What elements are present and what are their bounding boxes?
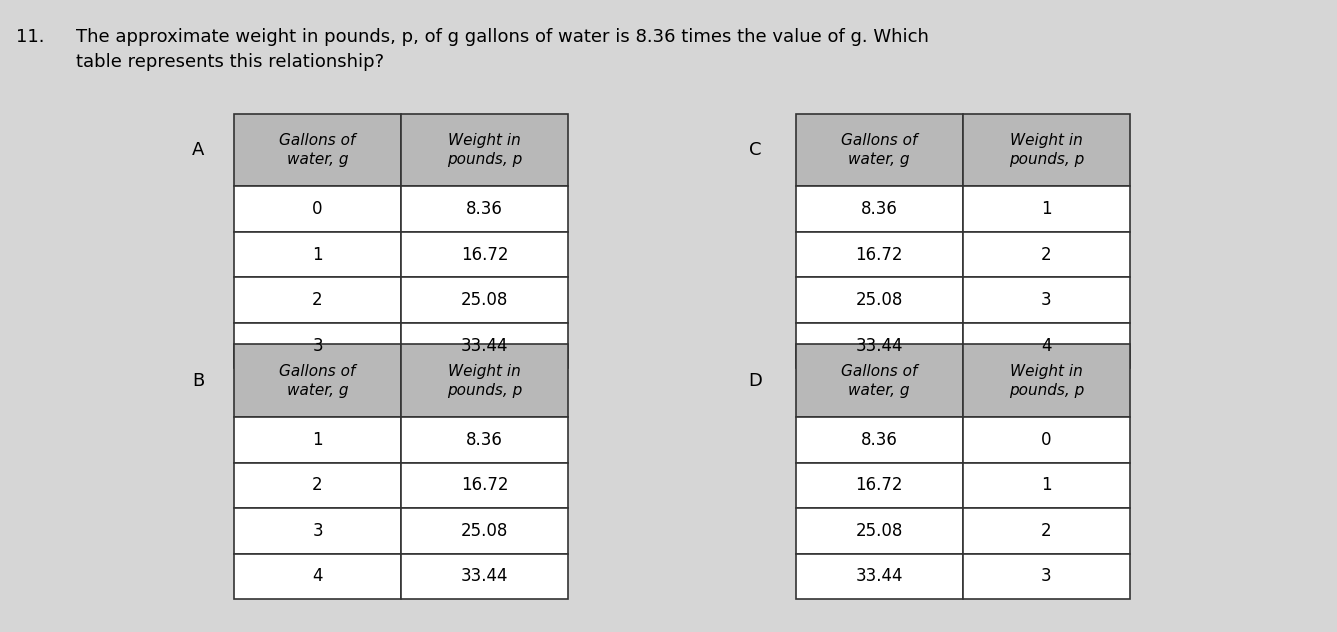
Text: Weight in
pounds, p: Weight in pounds, p bbox=[447, 364, 523, 398]
Bar bbox=[401, 232, 568, 277]
Bar bbox=[796, 344, 963, 417]
Bar bbox=[234, 277, 401, 323]
Text: The approximate weight in pounds, p, of g gallons of water is 8.36 times the val: The approximate weight in pounds, p, of … bbox=[76, 28, 929, 71]
Text: 0: 0 bbox=[1042, 431, 1051, 449]
Text: 3: 3 bbox=[1042, 568, 1051, 585]
Bar bbox=[234, 344, 401, 417]
Text: 3: 3 bbox=[313, 522, 322, 540]
Bar bbox=[401, 277, 568, 323]
Text: 2: 2 bbox=[1042, 246, 1051, 264]
Bar bbox=[963, 277, 1130, 323]
Text: Gallons of
water, g: Gallons of water, g bbox=[279, 133, 356, 167]
Text: 16.72: 16.72 bbox=[856, 477, 902, 494]
Text: 2: 2 bbox=[313, 291, 322, 309]
Bar bbox=[963, 323, 1130, 368]
Text: 4: 4 bbox=[313, 568, 322, 585]
Bar bbox=[796, 554, 963, 599]
Bar bbox=[963, 417, 1130, 463]
Text: 8.36: 8.36 bbox=[467, 200, 503, 218]
Text: 0: 0 bbox=[313, 200, 322, 218]
Text: 1: 1 bbox=[313, 431, 322, 449]
Text: 8.36: 8.36 bbox=[467, 431, 503, 449]
Bar bbox=[796, 323, 963, 368]
Bar bbox=[401, 344, 568, 417]
Text: Gallons of
water, g: Gallons of water, g bbox=[841, 133, 917, 167]
Text: 25.08: 25.08 bbox=[461, 522, 508, 540]
Text: 25.08: 25.08 bbox=[461, 291, 508, 309]
Text: 25.08: 25.08 bbox=[856, 522, 902, 540]
Bar bbox=[234, 114, 401, 186]
Text: 3: 3 bbox=[313, 337, 322, 355]
Bar bbox=[796, 277, 963, 323]
Text: 33.44: 33.44 bbox=[856, 337, 902, 355]
Text: 33.44: 33.44 bbox=[461, 568, 508, 585]
Bar bbox=[234, 554, 401, 599]
Text: 33.44: 33.44 bbox=[461, 337, 508, 355]
Bar bbox=[234, 463, 401, 508]
Bar bbox=[401, 417, 568, 463]
Text: Weight in
pounds, p: Weight in pounds, p bbox=[1008, 364, 1084, 398]
Bar bbox=[401, 323, 568, 368]
Text: Gallons of
water, g: Gallons of water, g bbox=[841, 364, 917, 398]
Bar bbox=[401, 554, 568, 599]
Text: 2: 2 bbox=[1042, 522, 1051, 540]
Text: 8.36: 8.36 bbox=[861, 431, 897, 449]
Text: 25.08: 25.08 bbox=[856, 291, 902, 309]
Text: Weight in
pounds, p: Weight in pounds, p bbox=[1008, 133, 1084, 167]
Bar bbox=[401, 186, 568, 232]
Text: 1: 1 bbox=[1042, 477, 1051, 494]
Bar bbox=[234, 508, 401, 554]
Text: 33.44: 33.44 bbox=[856, 568, 902, 585]
Bar bbox=[234, 323, 401, 368]
Text: 2: 2 bbox=[313, 477, 322, 494]
Bar bbox=[963, 232, 1130, 277]
Bar bbox=[963, 344, 1130, 417]
Text: Weight in
pounds, p: Weight in pounds, p bbox=[447, 133, 523, 167]
Bar bbox=[401, 114, 568, 186]
Text: A: A bbox=[191, 142, 205, 159]
Text: Gallons of
water, g: Gallons of water, g bbox=[279, 364, 356, 398]
Text: 16.72: 16.72 bbox=[461, 246, 508, 264]
Bar bbox=[234, 417, 401, 463]
Text: 16.72: 16.72 bbox=[461, 477, 508, 494]
Bar bbox=[796, 417, 963, 463]
Text: D: D bbox=[749, 372, 762, 390]
Text: 1: 1 bbox=[313, 246, 322, 264]
Text: 3: 3 bbox=[1042, 291, 1051, 309]
Bar bbox=[796, 114, 963, 186]
Text: B: B bbox=[191, 372, 205, 390]
Bar bbox=[796, 232, 963, 277]
Text: C: C bbox=[749, 142, 762, 159]
Bar bbox=[796, 186, 963, 232]
Bar bbox=[234, 186, 401, 232]
Text: 4: 4 bbox=[1042, 337, 1051, 355]
Bar bbox=[796, 508, 963, 554]
Bar bbox=[963, 508, 1130, 554]
Bar bbox=[963, 186, 1130, 232]
Text: 1: 1 bbox=[1042, 200, 1051, 218]
Bar bbox=[234, 232, 401, 277]
Bar bbox=[963, 114, 1130, 186]
Bar bbox=[401, 463, 568, 508]
Text: 8.36: 8.36 bbox=[861, 200, 897, 218]
Text: 16.72: 16.72 bbox=[856, 246, 902, 264]
Bar bbox=[963, 463, 1130, 508]
Bar bbox=[963, 554, 1130, 599]
Bar bbox=[401, 508, 568, 554]
Bar bbox=[796, 463, 963, 508]
Text: 11.: 11. bbox=[16, 28, 44, 46]
